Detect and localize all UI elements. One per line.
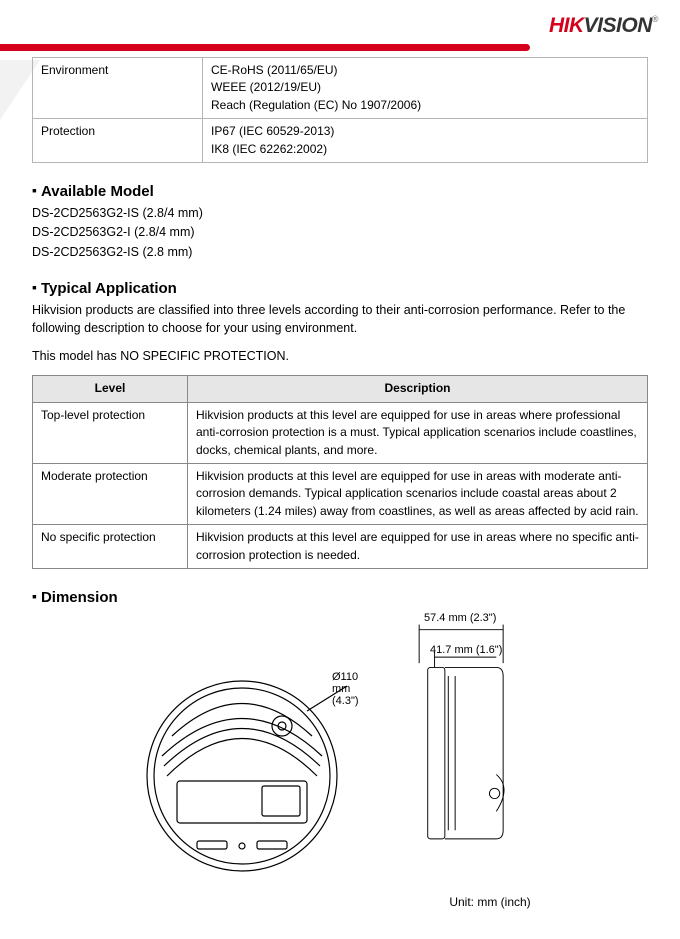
level-cell: Moderate protection <box>33 464 188 525</box>
figure-side: 57.4 mm (2.3") 41.7 mm (1.6") <box>402 616 522 859</box>
col-header-level: Level <box>33 376 188 402</box>
model-item: DS-2CD2563G2-I (2.8/4 mm) <box>32 223 648 242</box>
table-row: Protection IP67 (IEC 60529-2013) IK8 (IE… <box>33 119 648 163</box>
unit-note: Unit: mm (inch) <box>332 895 648 909</box>
spec-label: Protection <box>33 119 203 163</box>
figure-front: Ø110 mm (4.3") <box>142 666 362 889</box>
spec-label: Environment <box>33 58 203 119</box>
desc-cell: Hikvision products at this level are equ… <box>188 464 648 525</box>
model-item: DS-2CD2563G2-IS (2.8 mm) <box>32 243 648 262</box>
intro-paragraph: Hikvision products are classified into t… <box>32 301 648 337</box>
level-cell: No specific protection <box>33 525 188 569</box>
dim-depth: 41.7 mm (1.6") <box>430 644 502 656</box>
table-row: Environment CE-RoHS (2011/65/EU) WEEE (2… <box>33 58 648 119</box>
spec-values: CE-RoHS (2011/65/EU) WEEE (2012/19/EU) R… <box>203 58 648 119</box>
dim-width: 57.4 mm (2.3") <box>424 612 496 624</box>
levels-table: Level Description Top-level protection H… <box>32 375 648 569</box>
model-list: DS-2CD2563G2-IS (2.8/4 mm) DS-2CD2563G2-… <box>32 204 648 262</box>
dimension-figures: Ø110 mm (4.3") 57.4 mm (2.3") 41.7 mm (1… <box>32 616 648 889</box>
note-paragraph: This model has NO SPECIFIC PROTECTION. <box>32 347 648 365</box>
section-title-text: Dimension <box>41 589 118 606</box>
spec-value: IP67 (IEC 60529-2013) <box>211 123 639 140</box>
section-title-typical-application: ▪Typical Application <box>32 280 648 297</box>
page-content: Environment CE-RoHS (2011/65/EU) WEEE (2… <box>0 57 680 939</box>
spec-table: Environment CE-RoHS (2011/65/EU) WEEE (2… <box>32 57 648 163</box>
bullet-icon: ▪ <box>32 182 37 198</box>
model-item: DS-2CD2563G2-IS (2.8/4 mm) <box>32 204 648 223</box>
brand-part1: HIK <box>549 14 584 37</box>
table-row: Moderate protection Hikvision products a… <box>33 464 648 525</box>
spec-value: Reach (Regulation (EC) No 1907/2006) <box>211 97 639 114</box>
spec-value: WEEE (2012/19/EU) <box>211 79 639 96</box>
desc-cell: Hikvision products at this level are equ… <box>188 525 648 569</box>
level-cell: Top-level protection <box>33 402 188 463</box>
section-title-text: Available Model <box>41 183 154 200</box>
bullet-icon: ▪ <box>32 279 37 295</box>
section-title-text: Typical Application <box>41 280 177 297</box>
dim-diameter: Ø110 mm (4.3") <box>332 671 362 707</box>
section-title-dimension: ▪Dimension <box>32 589 648 606</box>
brand-part2: VISION <box>584 14 652 37</box>
col-header-desc: Description <box>188 376 648 402</box>
header-logo-bar: HIKVISION® <box>0 0 680 44</box>
table-row: No specific protection Hikvision product… <box>33 525 648 569</box>
spec-values: IP67 (IEC 60529-2013) IK8 (IEC 62262:200… <box>203 119 648 163</box>
spec-value: CE-RoHS (2011/65/EU) <box>211 62 639 79</box>
brand-logo: HIKVISION® <box>549 14 658 37</box>
spec-value: IK8 (IEC 62262:2002) <box>211 141 639 158</box>
front-drawing-icon <box>142 666 362 886</box>
header-rule <box>0 44 530 51</box>
brand-tm: ® <box>652 14 658 24</box>
table-header-row: Level Description <box>33 376 648 402</box>
section-title-available-model: ▪Available Model <box>32 183 648 200</box>
bullet-icon: ▪ <box>32 588 37 604</box>
desc-cell: Hikvision products at this level are equ… <box>188 402 648 463</box>
table-row: Top-level protection Hikvision products … <box>33 402 648 463</box>
